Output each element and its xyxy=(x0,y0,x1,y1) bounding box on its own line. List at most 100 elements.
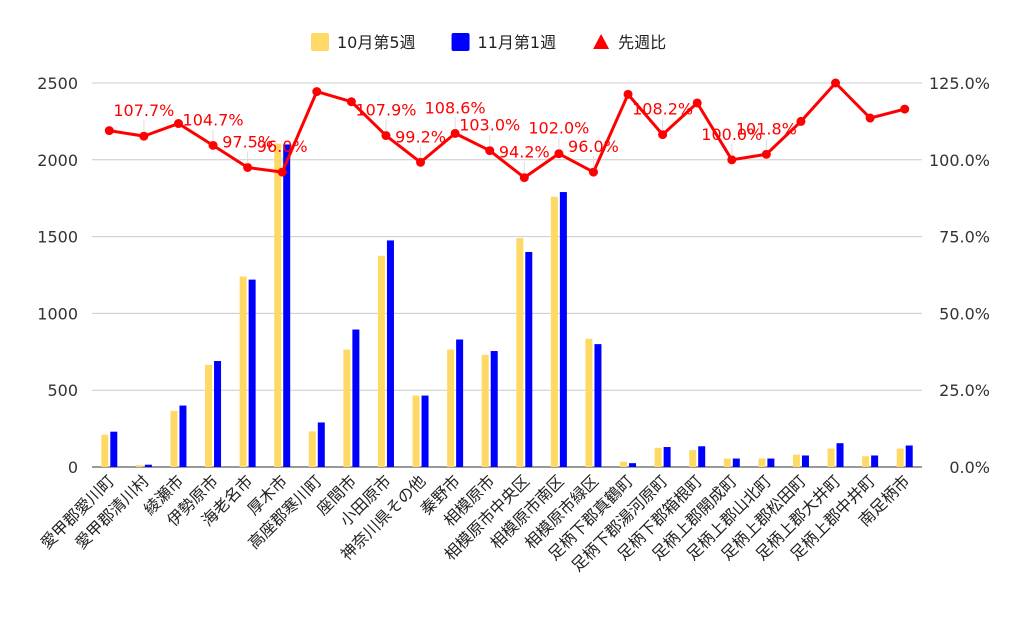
ratio-point xyxy=(519,173,529,183)
ratio-point xyxy=(312,87,322,97)
bar-oct-week5 xyxy=(308,431,316,467)
bar-oct-week5 xyxy=(274,143,282,467)
bar-nov-week1 xyxy=(836,443,844,467)
bar-nov-week1 xyxy=(490,351,498,467)
bar-nov-week1 xyxy=(905,445,913,467)
bar-oct-week5 xyxy=(377,255,385,467)
bar-nov-week1 xyxy=(179,405,187,467)
ratio-data-label: 94.2% xyxy=(499,143,550,162)
bar-oct-week5 xyxy=(862,456,870,467)
bar-nov-week1 xyxy=(525,251,533,467)
ratio-point xyxy=(554,149,564,159)
bar-nov-week1 xyxy=(698,446,706,467)
y-right-tick-label: 0.0% xyxy=(949,458,990,477)
y-right-tick-label: 100.0% xyxy=(929,151,990,170)
legend-swatch xyxy=(451,33,470,51)
y-axis-right: 0.0% 25.0% 50.0% 75.0% 100.0% 125.0% xyxy=(929,74,990,477)
y-left-tick-label: 2500 xyxy=(37,74,78,93)
gridlines xyxy=(92,82,922,468)
ratio-data-label: 104.7% xyxy=(183,110,244,129)
ratio-line xyxy=(104,78,910,183)
bars xyxy=(101,143,913,467)
ratio-data-label: 96.0% xyxy=(257,137,308,156)
bar-nov-week1 xyxy=(801,455,809,467)
bar-nov-week1 xyxy=(352,329,360,467)
bar-oct-week5 xyxy=(516,238,524,467)
ratio-data-label: 108.2% xyxy=(632,100,693,119)
ratio-data-label: 99.2% xyxy=(395,127,446,146)
bar-oct-week5 xyxy=(412,395,420,467)
ratio-labels: 107.7% 104.7%97.5%96.0%107.9%99.2%108.6%1… xyxy=(113,98,797,174)
ratio-point xyxy=(658,130,668,140)
ratio-data-label: 107.9% xyxy=(355,101,416,120)
bar-nov-week1 xyxy=(767,458,775,467)
legend-label: 11月第1週 xyxy=(478,33,557,52)
bar-nov-week1 xyxy=(248,279,256,467)
bar-oct-week5 xyxy=(481,354,489,467)
bar-nov-week1 xyxy=(732,458,740,467)
legend-swatch xyxy=(311,33,329,51)
x-axis: 愛甲郡愛川町愛甲郡清川村綾瀬市伊勢原市海老名市厚木市高座郡寒川町座間市小田原市神… xyxy=(37,471,914,575)
bar-nov-week1 xyxy=(663,447,671,467)
bar-oct-week5 xyxy=(101,434,109,467)
bar-oct-week5 xyxy=(343,349,351,467)
ratio-point xyxy=(208,140,218,150)
bar-nov-week1 xyxy=(594,344,602,467)
bar-nov-week1 xyxy=(144,464,152,467)
legend: 10月第5週 11月第1週 先週比 xyxy=(311,33,666,52)
legend-label: 先週比 xyxy=(618,33,666,52)
bar-oct-week5 xyxy=(758,458,766,467)
bar-nov-week1 xyxy=(317,422,325,467)
bar-oct-week5 xyxy=(620,461,628,467)
bar-oct-week5 xyxy=(654,447,662,467)
bar-oct-week5 xyxy=(550,196,558,467)
bar-oct-week5 xyxy=(827,448,835,467)
bar-oct-week5 xyxy=(792,454,800,467)
y-left-tick-label: 1000 xyxy=(37,304,78,323)
bar-oct-week5 xyxy=(723,458,731,467)
ratio-point xyxy=(831,78,841,88)
ratio-data-label: 97.5% xyxy=(222,132,273,151)
bar-oct-week5 xyxy=(205,364,213,467)
ratio-point xyxy=(761,149,771,159)
ratio-data-label: 107.7% xyxy=(113,101,174,120)
ratio-point xyxy=(277,167,287,177)
bar-oct-week5 xyxy=(447,349,455,467)
ratio-point xyxy=(346,97,356,107)
ratio-point xyxy=(450,128,460,138)
ratio-point xyxy=(416,157,426,167)
ratio-data-label: 102.0% xyxy=(528,119,589,138)
y-left-tick-label: 1500 xyxy=(37,228,78,247)
bar-nov-week1 xyxy=(283,144,291,467)
ratio-point xyxy=(243,162,253,172)
ratio-point xyxy=(173,119,183,129)
bar-oct-week5 xyxy=(170,410,178,467)
ratio-point xyxy=(865,113,875,123)
bar-nov-week1 xyxy=(871,455,879,467)
ratio-data-label: 108.6% xyxy=(425,98,486,117)
ratio-point xyxy=(588,167,598,177)
ratio-point xyxy=(485,146,495,156)
ratio-point xyxy=(104,126,114,136)
ratio-data-label: 103.0% xyxy=(459,116,520,135)
bar-nov-week1 xyxy=(110,431,118,467)
ratio-point xyxy=(623,89,633,99)
legend-label: 10月第5週 xyxy=(337,33,416,52)
y-axis-left: 0 500 1000 1500 2000 2500 xyxy=(37,74,78,477)
y-right-tick-label: 50.0% xyxy=(939,304,990,323)
bar-nov-week1 xyxy=(214,361,222,467)
ratio-point xyxy=(692,98,702,108)
y-right-tick-label: 25.0% xyxy=(939,381,990,400)
bar-oct-week5 xyxy=(135,465,143,467)
ratio-point xyxy=(381,131,391,141)
ratio-point xyxy=(727,155,737,165)
y-right-tick-label: 125.0% xyxy=(929,74,990,93)
legend-triangle-icon xyxy=(593,34,610,49)
bar-oct-week5 xyxy=(896,448,904,467)
ratio-data-label: 100.0% xyxy=(701,125,762,144)
ratio-data-label: 101.8% xyxy=(736,119,797,138)
bar-nov-week1 xyxy=(421,395,429,467)
ratio-point xyxy=(900,104,910,114)
bar-nov-week1 xyxy=(559,192,567,467)
